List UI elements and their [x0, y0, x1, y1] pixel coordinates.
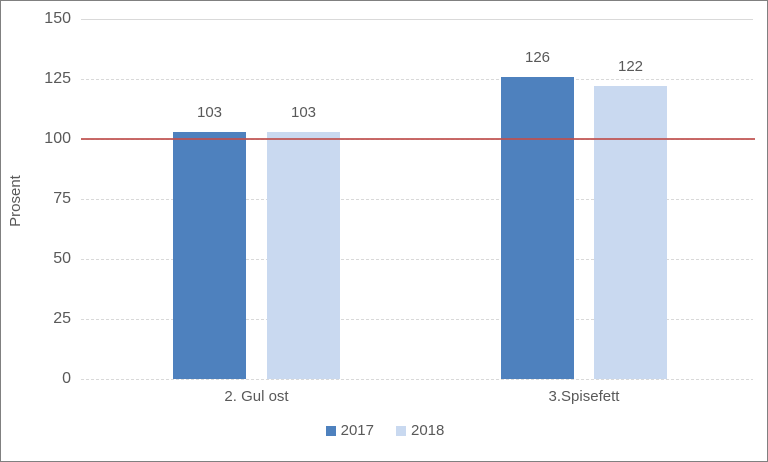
- legend-item-2017[interactable]: 2017: [325, 422, 374, 439]
- gridline-150: [81, 18, 753, 20]
- value-label-2018-2: 122: [617, 58, 644, 76]
- legend-swatch-2017: [325, 425, 336, 436]
- legend: 2017 2018: [1, 422, 767, 439]
- gridline-25: [81, 318, 753, 320]
- y-tick-label-75: 75: [53, 190, 71, 207]
- bar-2017-2[interactable]: [501, 76, 574, 379]
- legend-swatch-2018: [396, 425, 406, 436]
- y-tick-label-150: 150: [44, 10, 71, 27]
- legend-label-2017: 2017: [340, 422, 374, 439]
- value-label-2017-1: 103: [196, 103, 223, 121]
- y-tick-label-0: 0: [62, 370, 71, 387]
- y-tick-label-50: 50: [53, 250, 71, 267]
- bar-2018-2[interactable]: [594, 86, 667, 379]
- bar-2017-1[interactable]: [173, 131, 246, 379]
- y-tick-label-25: 25: [53, 310, 71, 327]
- gridline-0: [81, 378, 753, 380]
- y-tick-label-100: 100: [44, 130, 71, 147]
- gridline-50: [81, 258, 753, 260]
- gridline-125: [81, 78, 753, 80]
- category-label-2: 3.Spisefett: [548, 388, 620, 405]
- gridline-75: [81, 198, 753, 200]
- legend-label-2018: 2018: [411, 422, 445, 439]
- value-label-2017-2: 126: [524, 48, 551, 66]
- y-axis-title: Prosent: [7, 175, 24, 227]
- reference-line-100: [81, 138, 755, 140]
- y-tick-label-125: 125: [44, 70, 71, 87]
- value-label-2018-1: 103: [290, 103, 317, 121]
- bar-2018-1[interactable]: [267, 131, 340, 379]
- category-label-1: 2. Gul ost: [224, 388, 289, 405]
- legend-item-2018[interactable]: 2018: [396, 422, 444, 439]
